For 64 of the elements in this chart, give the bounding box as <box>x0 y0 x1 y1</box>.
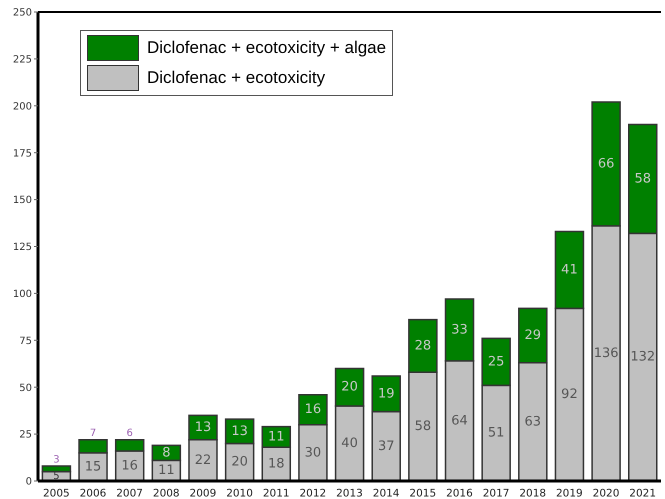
x-tick-label: 2011 <box>262 487 290 499</box>
y-tick-label: 125 <box>12 242 32 254</box>
data-label: 63 <box>524 414 542 430</box>
legend-label: Diclofenac + ecotoxicity <box>147 68 326 88</box>
data-label: 58 <box>414 419 432 434</box>
y-tick-label: 50 <box>19 382 32 394</box>
x-tick-label: 2006 <box>80 487 107 499</box>
data-label: 11 <box>268 429 285 444</box>
data-label: 7 <box>90 428 96 440</box>
data-label: 5 <box>53 470 60 482</box>
data-label: 11 <box>158 463 175 478</box>
y-tick-label: 25 <box>19 430 32 441</box>
data-label: 6 <box>126 428 133 440</box>
data-label: 13 <box>194 420 212 436</box>
data-label: 25 <box>488 354 504 370</box>
y-tick-label: 225 <box>12 54 32 66</box>
data-label: 66 <box>598 156 614 172</box>
x-tick-label: 2017 <box>482 487 510 499</box>
data-label: 64 <box>451 413 468 428</box>
data-label: 16 <box>304 402 322 418</box>
y-tick-label: 100 <box>12 288 32 300</box>
data-label: 8 <box>162 445 170 460</box>
data-label: 20 <box>231 454 248 470</box>
data-label: 19 <box>378 386 394 402</box>
data-label: 51 <box>488 426 504 441</box>
data-label: 41 <box>561 262 578 278</box>
data-label: 37 <box>378 438 394 454</box>
x-tick-label: 2015 <box>409 487 436 499</box>
data-label: 22 <box>194 452 212 468</box>
data-label: 132 <box>630 350 656 365</box>
data-label: 15 <box>84 459 102 474</box>
x-tick-label: 2014 <box>372 487 400 499</box>
x-tick-label: 2005 <box>42 487 70 499</box>
data-label: 13 <box>231 424 248 439</box>
data-label: 16 <box>121 458 138 474</box>
data-label: 20 <box>341 380 358 395</box>
data-label: 58 <box>634 171 652 186</box>
y-tick-label: 0 <box>26 476 32 488</box>
x-tick-label: 2013 <box>336 487 363 499</box>
data-label: 30 <box>304 445 322 460</box>
data-label: 40 <box>341 436 358 451</box>
data-label: 3 <box>53 454 60 466</box>
x-tick-label: 2012 <box>299 487 326 499</box>
data-label: 18 <box>268 456 285 472</box>
data-label: 33 <box>451 322 468 338</box>
data-label: 136 <box>594 346 619 361</box>
y-tick-label: 75 <box>19 336 32 347</box>
y-tick-label: 150 <box>12 195 32 206</box>
x-tick-label: 2021 <box>629 487 656 499</box>
x-tick-label: 2019 <box>556 487 583 499</box>
data-label: 28 <box>414 338 432 354</box>
x-tick-label: 2007 <box>116 487 143 499</box>
x-tick-label: 2010 <box>226 487 253 499</box>
data-label: 92 <box>561 387 578 402</box>
y-tick-label: 250 <box>12 8 32 19</box>
x-tick-label: 2020 <box>592 487 620 499</box>
y-tick-label: 175 <box>12 148 32 160</box>
x-tick-label: 2018 <box>519 487 546 499</box>
data-label: 29 <box>524 328 542 344</box>
legend-label: Diclofenac + ecotoxicity + algae <box>147 38 386 58</box>
y-tick-label: 200 <box>12 101 32 112</box>
x-tick-label: 2009 <box>190 487 216 499</box>
x-tick-label: 2008 <box>152 487 180 499</box>
x-tick-label: 2016 <box>446 487 474 499</box>
